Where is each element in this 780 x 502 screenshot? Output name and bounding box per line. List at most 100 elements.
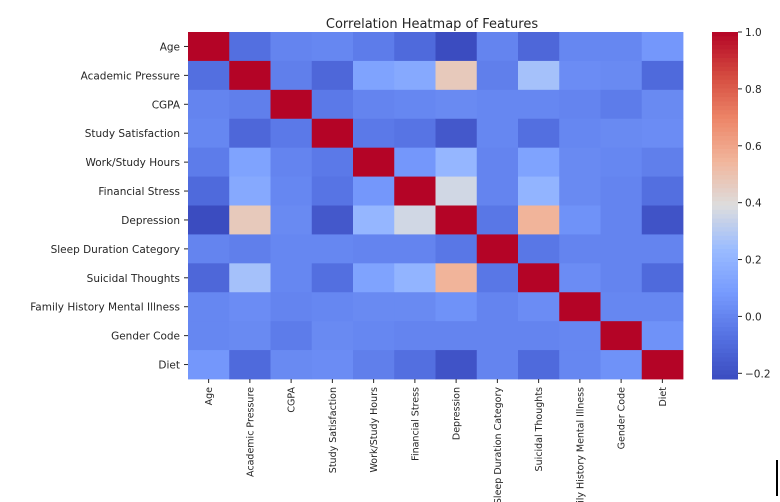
heatmap-cell-diet-age (188, 350, 230, 380)
colorbar-segment (712, 45, 738, 50)
colorbar-segment (712, 240, 738, 246)
heatmap-cell-sleep-duration-category-study-satisfaction (311, 234, 354, 264)
colorbar-segment (712, 58, 738, 63)
y-tick-label-financial-stress: Financial Stress (98, 186, 180, 198)
heatmap-cell-financial-stress-depression (435, 176, 478, 206)
heatmap-cell-financial-stress-sleep-duration-category (476, 176, 519, 206)
heatmap-cell-cgpa-financial-stress (394, 89, 436, 120)
heatmap-cell-work-study-hours-depression (435, 147, 478, 177)
heatmap-cell-academic-pressure-suicidal-thoughts (518, 60, 560, 91)
heatmap-cell-cgpa-age (188, 89, 230, 120)
heatmap-cell-financial-stress-cgpa (270, 176, 313, 206)
heatmap-cell-age-sleep-duration-category (476, 32, 519, 62)
heatmap-cell-financial-stress-financial-stress (394, 176, 436, 206)
colorbar-segment (712, 335, 738, 341)
y-tick-label-age: Age (160, 41, 180, 53)
heatmap-cell-cgpa-study-satisfaction (311, 89, 354, 120)
heatmap-cell-diet-financial-stress (394, 350, 436, 380)
colorbar-segment (712, 32, 738, 37)
heatmap-cell-sleep-duration-category-age (188, 234, 230, 264)
colorbar-segment (712, 374, 738, 380)
y-tick-label-diet: Diet (158, 360, 180, 372)
colorbar-segment (712, 279, 738, 285)
heatmap-cell-age-age (188, 32, 230, 62)
colorbar-segment (712, 92, 738, 98)
heatmap-cell-suicidal-thoughts-diet (641, 263, 684, 293)
heatmap-cell-work-study-hours-study-satisfaction (311, 147, 354, 177)
colorbar-segment (712, 123, 738, 128)
heatmap-cell-study-satisfaction-diet (641, 118, 684, 149)
heatmap-cell-academic-pressure-financial-stress (394, 60, 436, 91)
colorbar-segment (712, 357, 738, 363)
heatmap-cell-suicidal-thoughts-sleep-duration-category (476, 263, 519, 293)
colorbar-segment (712, 257, 738, 263)
heatmap-cell-depression-academic-pressure (229, 205, 271, 235)
colorbar-segment (712, 300, 738, 306)
heatmap-cell-age-academic-pressure (229, 32, 271, 62)
colorbar-segment (712, 248, 738, 254)
colorbar-segment (712, 283, 738, 289)
heatmap-cell-study-satisfaction-work-study-hours (353, 118, 395, 149)
heatmap-cell-suicidal-thoughts-cgpa (270, 263, 313, 293)
colorbar-segment (712, 318, 738, 324)
heatmap-cell-gender-code-cgpa (270, 321, 313, 351)
heatmap-cell-family-history-mental-illness-academic-pressure (229, 292, 271, 322)
colorbar-segment (712, 222, 738, 228)
colorbar-segment (712, 127, 738, 133)
colorbar-segment (712, 205, 738, 211)
heatmap-cell-family-history-mental-illness-study-satisfaction (311, 292, 354, 322)
heatmap-cell-work-study-hours-age (188, 147, 230, 177)
y-tick-label-study-satisfaction: Study Satisfaction (85, 128, 180, 140)
heatmap-cell-suicidal-thoughts-work-study-hours (353, 263, 395, 293)
colorbar-segment (712, 79, 738, 85)
heatmap-cell-financial-stress-age (188, 176, 230, 206)
heatmap-cell-age-diet (641, 32, 684, 62)
colorbar-segment (712, 166, 738, 172)
colorbar-segment (712, 114, 738, 120)
heatmap-cell-age-suicidal-thoughts (518, 32, 560, 62)
x-tick-label-study-satisfaction: Study Satisfaction (328, 387, 339, 473)
colorbar-segment (712, 352, 738, 358)
colorbar-segment (712, 105, 738, 111)
y-tick-label-cgpa: CGPA (152, 99, 181, 111)
heatmap-cell-cgpa-work-study-hours (353, 89, 395, 120)
y-tick-label-sleep-duration-category: Sleep Duration Category (51, 244, 180, 256)
heatmap-cell-sleep-duration-category-financial-stress (394, 234, 436, 264)
colorbar-tick-label: 0.8 (745, 84, 762, 96)
colorbar-segment (712, 40, 738, 46)
heatmap-cell-depression-work-study-hours (353, 205, 395, 235)
heatmap-cell-work-study-hours-academic-pressure (229, 147, 271, 177)
colorbar-segment (712, 227, 738, 233)
heatmap-cell-depression-depression (435, 205, 478, 235)
heatmap-cell-age-depression (435, 32, 478, 62)
x-axis-tick-labels: Age Academic Pressure CGPA Study Satisfacti… (204, 379, 669, 502)
colorbar-segment (712, 344, 738, 350)
heatmap-cell-age-financial-stress (394, 32, 436, 62)
heatmap-cell-financial-stress-study-satisfaction (311, 176, 354, 206)
heatmap-cell-financial-stress-diet (641, 176, 684, 206)
heatmap-cell-sleep-duration-category-sleep-duration-category (476, 234, 519, 264)
x-tick-label-cgpa: CGPA (287, 387, 298, 413)
colorbar-segment (712, 331, 738, 337)
heatmap-cell-cgpa-diet (641, 89, 684, 120)
heatmap-cell-gender-code-sleep-duration-category (476, 321, 519, 351)
heatmap-cell-academic-pressure-diet (641, 60, 684, 91)
x-tick-label-gender-code: Gender Code (617, 387, 628, 450)
heatmap-cell-suicidal-thoughts-age (188, 263, 230, 293)
colorbar-segment (712, 110, 738, 115)
colorbar-segment (712, 136, 738, 141)
heatmap-cell-suicidal-thoughts-suicidal-thoughts (518, 263, 560, 293)
heatmap-cell-study-satisfaction-age (188, 118, 230, 149)
heatmap-cell-academic-pressure-cgpa (270, 60, 313, 91)
heatmap-cell-sleep-duration-category-academic-pressure (229, 234, 271, 264)
heatmap-cell-study-satisfaction-family-history-mental-illness (559, 118, 601, 149)
heatmap-cell-depression-suicidal-thoughts (518, 205, 560, 235)
heatmap-cell-depression-financial-stress (394, 205, 436, 235)
x-tick-label-depression: Depression (452, 387, 463, 440)
heatmap-cell-cgpa-gender-code (600, 89, 643, 120)
colorbar-segment (712, 309, 738, 315)
colorbar-tick-label: 0.6 (745, 141, 762, 153)
colorbar-tick-label: 0.2 (745, 255, 762, 267)
colorbar-segment (712, 348, 738, 354)
